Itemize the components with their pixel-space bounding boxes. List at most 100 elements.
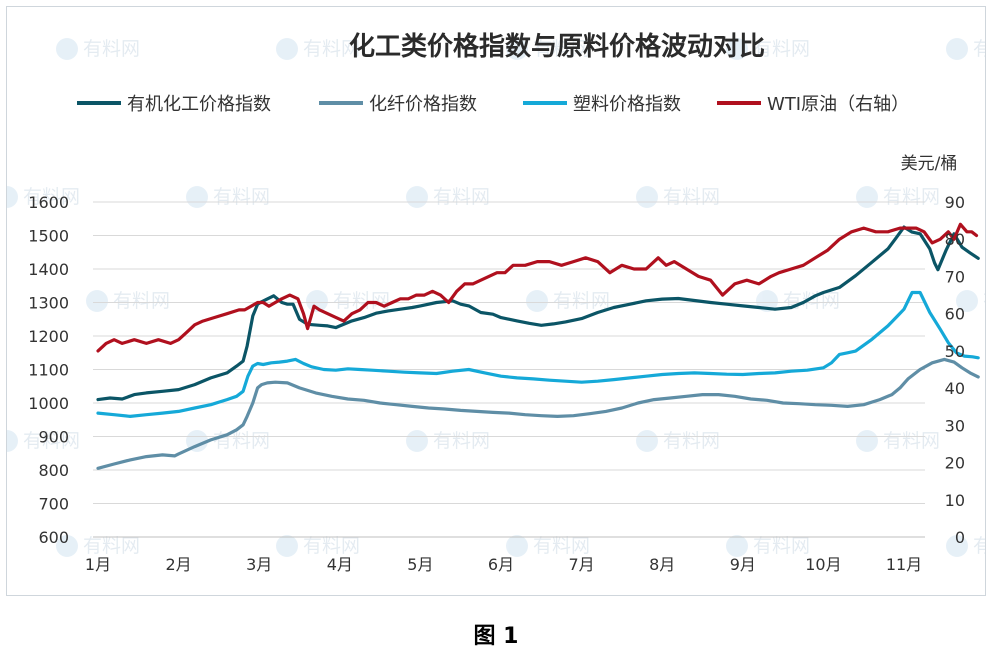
right-tick-label: 0 bbox=[955, 528, 965, 547]
series-line bbox=[96, 290, 980, 418]
watermark: 有料网 bbox=[636, 430, 720, 452]
left-tick-label: 1000 bbox=[28, 394, 69, 413]
watermark-text: 有料网 bbox=[83, 38, 140, 60]
watermark-text: 有料网 bbox=[303, 38, 360, 60]
series-line bbox=[96, 222, 979, 353]
watermark-text: 有料网 bbox=[303, 535, 360, 557]
right-tick-label: 50 bbox=[945, 342, 965, 361]
left-tick-label: 1300 bbox=[28, 294, 69, 313]
legend-item: 塑料价格指数 bbox=[523, 94, 681, 115]
x-tick-label: 3月 bbox=[246, 555, 272, 574]
x-tick-label: 11月 bbox=[886, 555, 922, 574]
x-tick-label: 6月 bbox=[488, 555, 514, 574]
figure-caption: 图 1 bbox=[473, 624, 519, 649]
watermark-logo bbox=[306, 290, 328, 312]
right-tick-label: 90 bbox=[945, 193, 965, 212]
x-tick-label: 2月 bbox=[166, 555, 192, 574]
watermark-logo bbox=[636, 430, 658, 452]
watermark-logo bbox=[856, 430, 878, 452]
watermark: 有料网 bbox=[636, 186, 720, 208]
legend-item: 化纤价格指数 bbox=[319, 94, 477, 115]
watermark: 有料网 bbox=[726, 535, 810, 557]
left-tick-label: 1400 bbox=[28, 260, 69, 279]
watermark: 有料网 bbox=[56, 38, 140, 60]
watermark-logo bbox=[186, 186, 208, 208]
x-tick-label: 1月 bbox=[85, 555, 111, 574]
watermark: 有料网 bbox=[956, 290, 985, 312]
watermark-text: 有料网 bbox=[973, 535, 985, 557]
right-tick-label: 70 bbox=[945, 267, 965, 286]
watermark-logo bbox=[276, 38, 298, 60]
watermark: 有料网 bbox=[406, 186, 490, 208]
series-line bbox=[96, 225, 980, 402]
watermark: 有料网 bbox=[306, 290, 390, 312]
left-tick-label: 600 bbox=[38, 528, 69, 547]
legend-label: 有机化工价格指数 bbox=[127, 94, 271, 115]
watermark: 有料网 bbox=[506, 535, 590, 557]
left-tick-label: 1100 bbox=[28, 361, 69, 380]
watermark-text: 有料网 bbox=[433, 430, 490, 452]
chart-frame: 有料网有料网有料网有料网有料网有料网有料网有料网有料网有料网有料网有料网有料网有… bbox=[6, 6, 986, 596]
watermark-logo bbox=[7, 186, 18, 208]
watermark-text: 有料网 bbox=[533, 535, 590, 557]
x-tick-label: 4月 bbox=[327, 555, 353, 574]
legend-label: WTI原油（右轴） bbox=[767, 94, 909, 115]
legend-item: WTI原油（右轴） bbox=[717, 94, 909, 115]
watermark-layer: 有料网有料网有料网有料网有料网有料网有料网有料网有料网有料网有料网有料网有料网有… bbox=[7, 38, 985, 557]
watermark: 有料网 bbox=[7, 430, 80, 452]
watermark: 有料网 bbox=[7, 186, 80, 208]
right-tick-label: 60 bbox=[945, 305, 965, 324]
watermark: 有料网 bbox=[856, 186, 940, 208]
right-tick-label: 10 bbox=[945, 491, 965, 510]
watermark: 有料网 bbox=[186, 186, 270, 208]
right-axis-unit: 美元/桶 bbox=[901, 154, 958, 174]
left-tick-label: 1500 bbox=[28, 227, 69, 246]
watermark-logo bbox=[946, 535, 968, 557]
series-line bbox=[96, 357, 980, 470]
watermark-text: 有料网 bbox=[533, 38, 590, 60]
x-tick-label: 7月 bbox=[569, 555, 595, 574]
watermark-logo bbox=[406, 430, 428, 452]
right-tick-label: 30 bbox=[945, 416, 965, 435]
legend-label: 化纤价格指数 bbox=[369, 94, 477, 115]
left-tick-label: 800 bbox=[38, 461, 69, 480]
watermark-text: 有料网 bbox=[753, 535, 810, 557]
watermark-text: 有料网 bbox=[433, 186, 490, 208]
watermark-logo bbox=[406, 186, 428, 208]
watermark-logo bbox=[56, 38, 78, 60]
chart-title: 化工类价格指数与原料价格波动对比 bbox=[349, 31, 765, 62]
left-tick-label: 1200 bbox=[28, 327, 69, 346]
watermark-logo bbox=[86, 290, 108, 312]
watermark-logo bbox=[946, 38, 968, 60]
watermark-logo bbox=[56, 535, 78, 557]
watermark: 有料网 bbox=[406, 430, 490, 452]
legend: 有机化工价格指数 化纤价格指数 塑料价格指数 WTI原油（右轴） bbox=[77, 94, 909, 115]
watermark: 有料网 bbox=[946, 535, 985, 557]
watermark: 有料网 bbox=[506, 38, 590, 60]
watermark-logo bbox=[506, 535, 528, 557]
watermark-text: 有料网 bbox=[113, 290, 170, 312]
x-tick-label: 5月 bbox=[407, 555, 433, 574]
x-tick-label: 10月 bbox=[805, 555, 841, 574]
right-tick-label: 40 bbox=[945, 379, 965, 398]
watermark-logo bbox=[276, 535, 298, 557]
legend-item: 有机化工价格指数 bbox=[77, 94, 271, 115]
x-tick-label: 9月 bbox=[730, 555, 756, 574]
watermark-text: 有料网 bbox=[23, 186, 80, 208]
watermark-text: 有料网 bbox=[883, 186, 940, 208]
watermark-logo bbox=[726, 38, 748, 60]
series-layer bbox=[96, 222, 980, 470]
watermark: 有料网 bbox=[946, 38, 985, 60]
watermark: 有料网 bbox=[726, 38, 810, 60]
watermark-logo bbox=[7, 430, 18, 452]
watermark-text: 有料网 bbox=[83, 535, 140, 557]
legend-label: 塑料价格指数 bbox=[573, 94, 681, 115]
chart-svg: 有料网有料网有料网有料网有料网有料网有料网有料网有料网有料网有料网有料网有料网有… bbox=[7, 31, 985, 574]
watermark-text: 有料网 bbox=[333, 290, 390, 312]
watermark-text: 有料网 bbox=[213, 186, 270, 208]
right-tick-label: 80 bbox=[945, 230, 965, 249]
watermark: 有料网 bbox=[526, 290, 610, 312]
watermark-text: 有料网 bbox=[663, 430, 720, 452]
watermark: 有料网 bbox=[856, 430, 940, 452]
watermark-logo bbox=[506, 38, 528, 60]
